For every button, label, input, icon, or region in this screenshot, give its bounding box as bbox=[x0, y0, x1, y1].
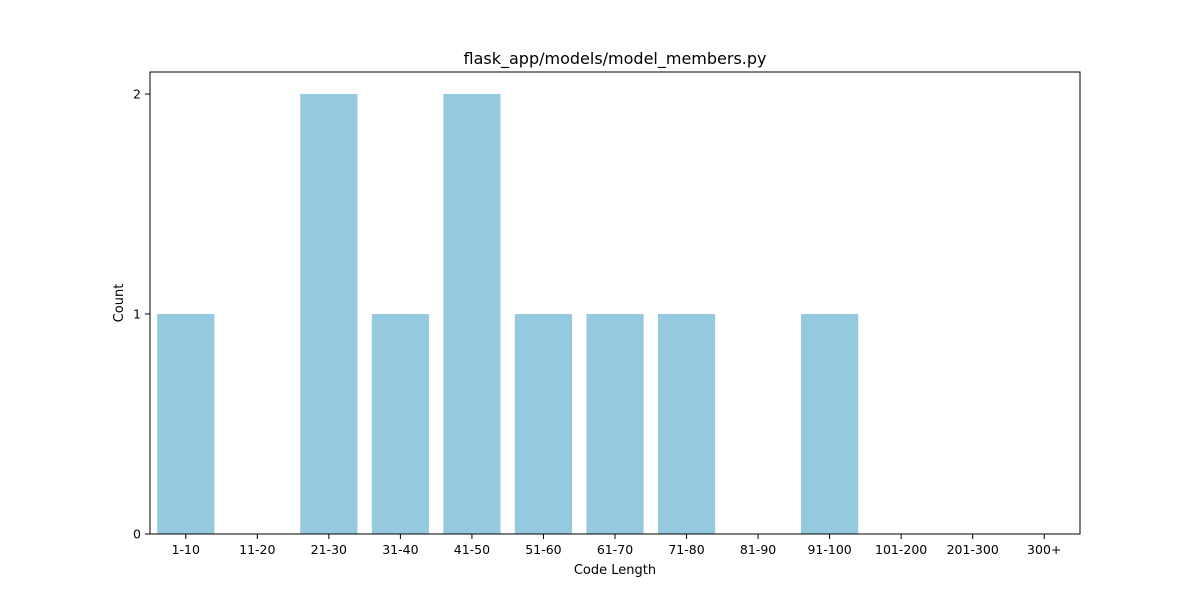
y-axis-ticks: 0 1 2 bbox=[133, 87, 150, 542]
x-tick-label: 61-70 bbox=[597, 542, 633, 557]
x-tick-label: 101-200 bbox=[875, 542, 927, 557]
bar-61-70 bbox=[586, 314, 644, 534]
x-tick-label: 300+ bbox=[1027, 542, 1061, 557]
x-tick-label: 51-60 bbox=[525, 542, 561, 557]
y-tick-label: 2 bbox=[133, 87, 141, 102]
y-axis-label: Count bbox=[112, 284, 127, 323]
bar-31-40 bbox=[371, 314, 429, 534]
x-tick-label: 11-20 bbox=[239, 542, 275, 557]
x-tick-label: 1-10 bbox=[172, 542, 200, 557]
x-tick-label: 31-40 bbox=[382, 542, 418, 557]
x-tick-label: 201-300 bbox=[947, 542, 999, 557]
y-tick-label: 1 bbox=[133, 307, 141, 322]
bar-71-80 bbox=[657, 314, 716, 534]
x-tick-label: 71-80 bbox=[668, 542, 704, 557]
x-tick-label: 21-30 bbox=[311, 542, 347, 557]
bar-41-50 bbox=[443, 94, 501, 534]
bar-21-30 bbox=[300, 94, 358, 534]
bar-51-60 bbox=[514, 314, 573, 534]
chart-title: flask_app/models/model_members.py bbox=[464, 49, 767, 69]
x-tick-label: 41-50 bbox=[454, 542, 490, 557]
bar-91-100 bbox=[801, 314, 859, 534]
x-axis-ticks: 1-10 11-20 21-30 31-40 41-50 51-60 61-70 71-80 8… bbox=[172, 534, 1061, 557]
bar-1-10 bbox=[157, 314, 215, 534]
x-tick-label: 91-100 bbox=[807, 542, 851, 557]
x-tick-label: 81-90 bbox=[740, 542, 776, 557]
x-axis-label: Code Length bbox=[574, 563, 656, 578]
bars-group bbox=[157, 94, 859, 534]
y-tick-label: 0 bbox=[133, 527, 141, 542]
